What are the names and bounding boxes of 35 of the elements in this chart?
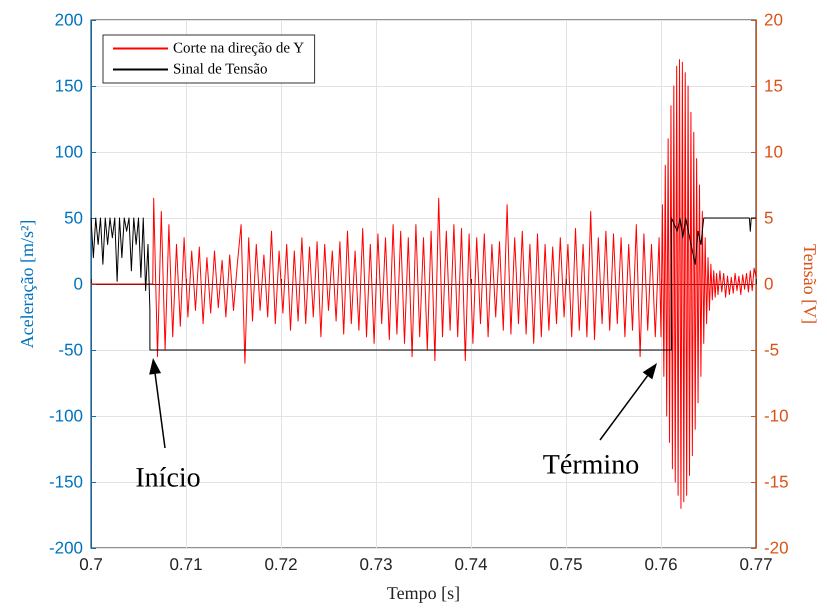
legend-label: Corte na direção de Y [173, 40, 304, 56]
x-tick-label: 0.75 [549, 555, 583, 574]
y-tick-label: 150 [54, 76, 83, 96]
x-tick-label: 0.71 [169, 555, 203, 574]
y2-tick-label: 5 [764, 208, 774, 228]
y-tick-label: -150 [48, 472, 83, 492]
y2-tick-label: -5 [764, 340, 780, 360]
y2-tick-label: 10 [764, 142, 783, 162]
y-tick-label: 200 [54, 10, 83, 30]
annotation: Término [542, 449, 640, 480]
x-tick-label: 0.73 [359, 555, 393, 574]
x-tick-label: 0.77 [739, 555, 773, 574]
x-tick-label: 0.74 [454, 555, 488, 574]
y-tick-label: -200 [48, 538, 83, 558]
x-axis-title: Tempo [s] [386, 583, 460, 603]
annotation: Início [135, 462, 201, 494]
legend-label: Sinal de Tensão [173, 62, 268, 78]
y2-tick-label: 20 [764, 10, 783, 30]
y2-tick-label: 15 [764, 76, 783, 96]
y-tick-label: -50 [58, 340, 83, 360]
y-axis-title: Aceleração [m/s²] [17, 220, 37, 348]
y-tick-label: 50 [64, 208, 83, 228]
y-tick-label: 0 [74, 274, 83, 294]
y2-tick-label: 0 [764, 274, 774, 294]
line-series [90, 59, 756, 509]
y-tick-label: 100 [54, 142, 83, 162]
y2-tick-label: -10 [764, 406, 789, 426]
y2-tick-label: -20 [764, 538, 789, 558]
x-tick-label: 0.76 [644, 555, 678, 574]
line-series [90, 218, 756, 350]
y2-tick-label: -15 [764, 472, 789, 492]
x-tick-label: 0.72 [264, 555, 298, 574]
x-tick-label: 0.7 [79, 555, 103, 574]
y-tick-label: -100 [48, 406, 83, 426]
y2-axis-title: Tensão [V] [800, 244, 820, 324]
